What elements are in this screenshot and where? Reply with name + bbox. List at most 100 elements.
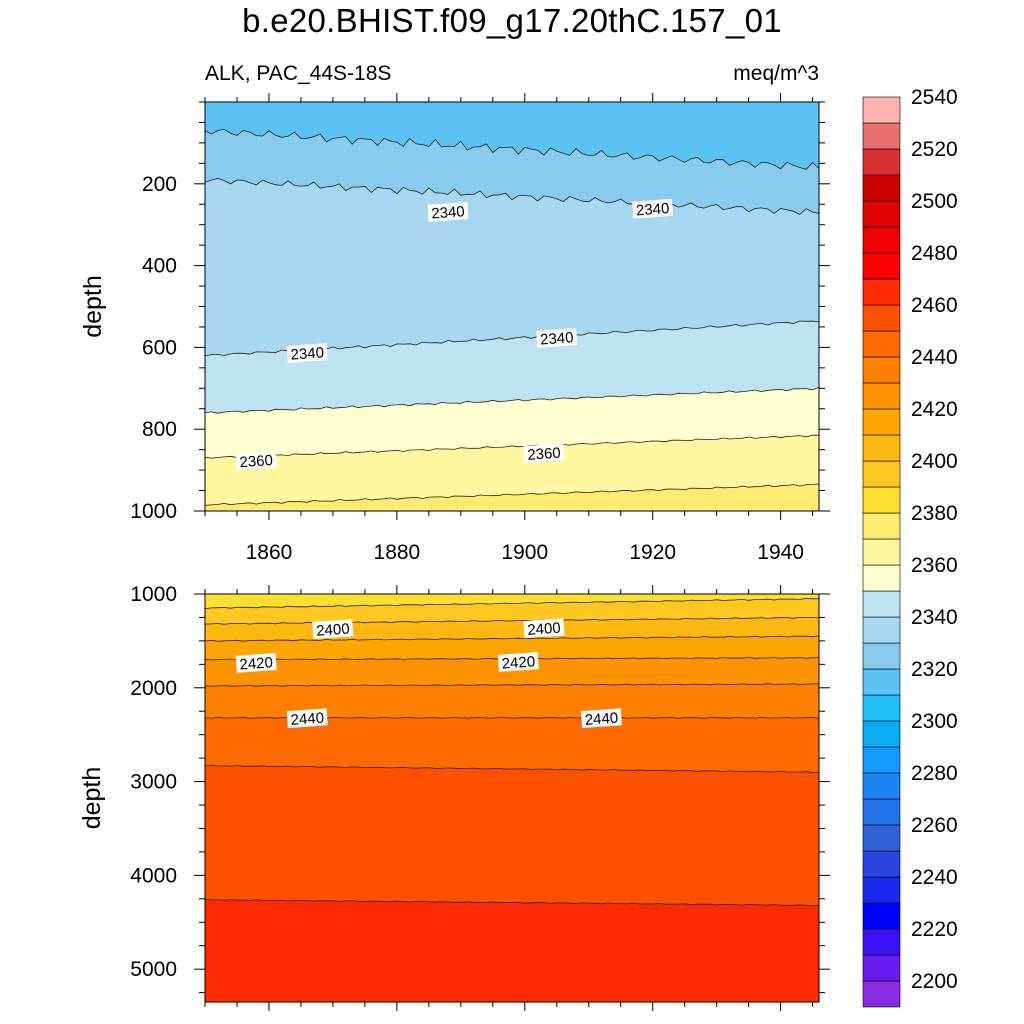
contour-line — [205, 764, 819, 773]
colorbar-swatch — [862, 616, 901, 644]
y-tick-label: 5000 — [130, 958, 177, 981]
colorbar-swatch — [862, 668, 901, 696]
contour-line — [205, 387, 819, 414]
contour-band — [205, 899, 819, 1002]
x-tick-label: 1900 — [501, 541, 548, 564]
colorbar-label: 2480 — [911, 242, 958, 265]
colorbar-label: 2540 — [911, 86, 958, 109]
contour-line-label: 2340 — [427, 202, 469, 223]
colorbar-label: 2440 — [911, 346, 958, 369]
contour-line-label: 2440 — [580, 708, 623, 729]
colorbar-swatch — [862, 122, 901, 150]
y-tick-label: 200 — [142, 173, 177, 196]
colorbar-swatch — [862, 538, 901, 566]
colorbar: 2200 2220 2240 2260 2280 2300 2320 2340 2360 2380… — [862, 86, 958, 1008]
colorbar-swatch — [862, 850, 901, 878]
contour-line-label: 2420 — [235, 653, 277, 674]
contour-line-label: 2340 — [632, 198, 674, 219]
y-tick-label: 2000 — [130, 677, 177, 700]
contour-line — [205, 597, 819, 609]
colorbar-swatch — [862, 798, 901, 826]
colorbar-label: 2460 — [911, 294, 958, 317]
colorbar-swatch — [862, 824, 901, 852]
contour-line-label: 2420 — [497, 652, 539, 673]
x-tick-label: 1940 — [757, 541, 804, 564]
y-tick-label: 800 — [142, 418, 177, 441]
contour-line-label-text: 2360 — [527, 445, 561, 464]
contour-line-label-text: 2340 — [431, 203, 465, 222]
colorbar-label: 2400 — [911, 450, 958, 473]
contour-line — [205, 899, 819, 906]
colorbar-label: 2420 — [911, 398, 958, 421]
y-axis-label: depth — [78, 767, 106, 830]
colorbar-label: 2280 — [911, 762, 958, 785]
colorbar-swatch — [862, 928, 901, 956]
colorbar-swatch — [862, 980, 901, 1008]
contour-line-label: 2340 — [286, 343, 328, 364]
colorbar-swatch — [862, 356, 901, 384]
variable-region-label: ALK, PAC_44S-18S — [205, 62, 392, 85]
colorbar-swatch — [862, 226, 901, 254]
colorbar-swatch — [862, 772, 901, 800]
colorbar-swatch — [862, 512, 901, 540]
contour-line — [205, 483, 819, 506]
contour-line-label-text: 2440 — [290, 710, 324, 729]
colorbar-swatch — [862, 408, 901, 436]
colorbar-swatch — [862, 96, 901, 124]
contour-line-label-text: 2440 — [584, 710, 618, 729]
colorbar-label: 2260 — [911, 814, 958, 837]
contour-band — [205, 484, 819, 511]
x-tick-label: 1880 — [374, 541, 421, 564]
colorbar-swatch — [862, 486, 901, 514]
plot-frame — [204, 593, 820, 1003]
contour-line-label: 2400 — [312, 619, 354, 640]
contour-line-label: 2400 — [523, 618, 565, 639]
y-tick-label: 3000 — [130, 771, 177, 794]
colorbar-label: 2520 — [911, 138, 958, 161]
colorbar-swatch — [862, 330, 901, 358]
colorbar-swatch — [862, 304, 901, 332]
colorbar-swatch — [862, 694, 901, 722]
colorbar-swatch — [862, 902, 901, 930]
contour-line — [205, 434, 819, 459]
colorbar-swatch — [862, 876, 901, 904]
contour-line-label-text: 2360 — [239, 452, 273, 471]
colorbar-label: 2380 — [911, 502, 958, 525]
colorbar-swatch — [862, 720, 901, 748]
contour-line-label-text: 2400 — [527, 620, 561, 639]
y-axis-label: depth — [79, 275, 107, 338]
colorbar-swatch — [862, 642, 901, 670]
contour-line-label-text: 2420 — [239, 654, 273, 673]
contour-line-label: 2440 — [286, 708, 328, 729]
contour-line-label-text: 2340 — [540, 329, 574, 348]
lower-panel: 2400 2400 2420 2420 2440 2440 1000 2000 3000 4000… — [78, 583, 830, 1011]
y-tick-label: 1000 — [130, 500, 177, 523]
contour-line-label-text: 2400 — [316, 620, 350, 639]
colorbar-swatch — [862, 252, 901, 280]
colorbar-swatch — [862, 434, 901, 462]
contour-line — [205, 128, 819, 170]
upper-panel: 2340 2340 2340 2340 2360 2360 1860 1880 1900 1920… — [79, 93, 830, 564]
y-tick-label: 400 — [142, 255, 177, 278]
contour-line-label-text: 2340 — [290, 344, 324, 363]
colorbar-swatch — [862, 564, 901, 592]
contour-line — [205, 616, 819, 625]
contour-line-label: 2340 — [536, 328, 578, 349]
x-tick-label: 1920 — [629, 541, 676, 564]
colorbar-swatch — [862, 200, 901, 228]
x-tick-label: 1860 — [246, 541, 293, 564]
colorbar-label: 2320 — [911, 658, 958, 681]
y-tick-label: 4000 — [130, 864, 177, 887]
contour-line — [205, 635, 819, 642]
colorbar-label: 2240 — [911, 866, 958, 889]
colorbar-label: 2340 — [911, 606, 958, 629]
colorbar-swatch — [862, 148, 901, 176]
y-tick-label: 1000 — [130, 583, 177, 606]
contour-line-label: 2360 — [523, 443, 565, 464]
y-tick-label: 600 — [142, 336, 177, 359]
units-label: meq/m^3 — [733, 62, 819, 85]
colorbar-label: 2300 — [911, 710, 958, 733]
contour-line-label: 2360 — [235, 450, 277, 471]
colorbar-label: 2200 — [911, 970, 958, 993]
